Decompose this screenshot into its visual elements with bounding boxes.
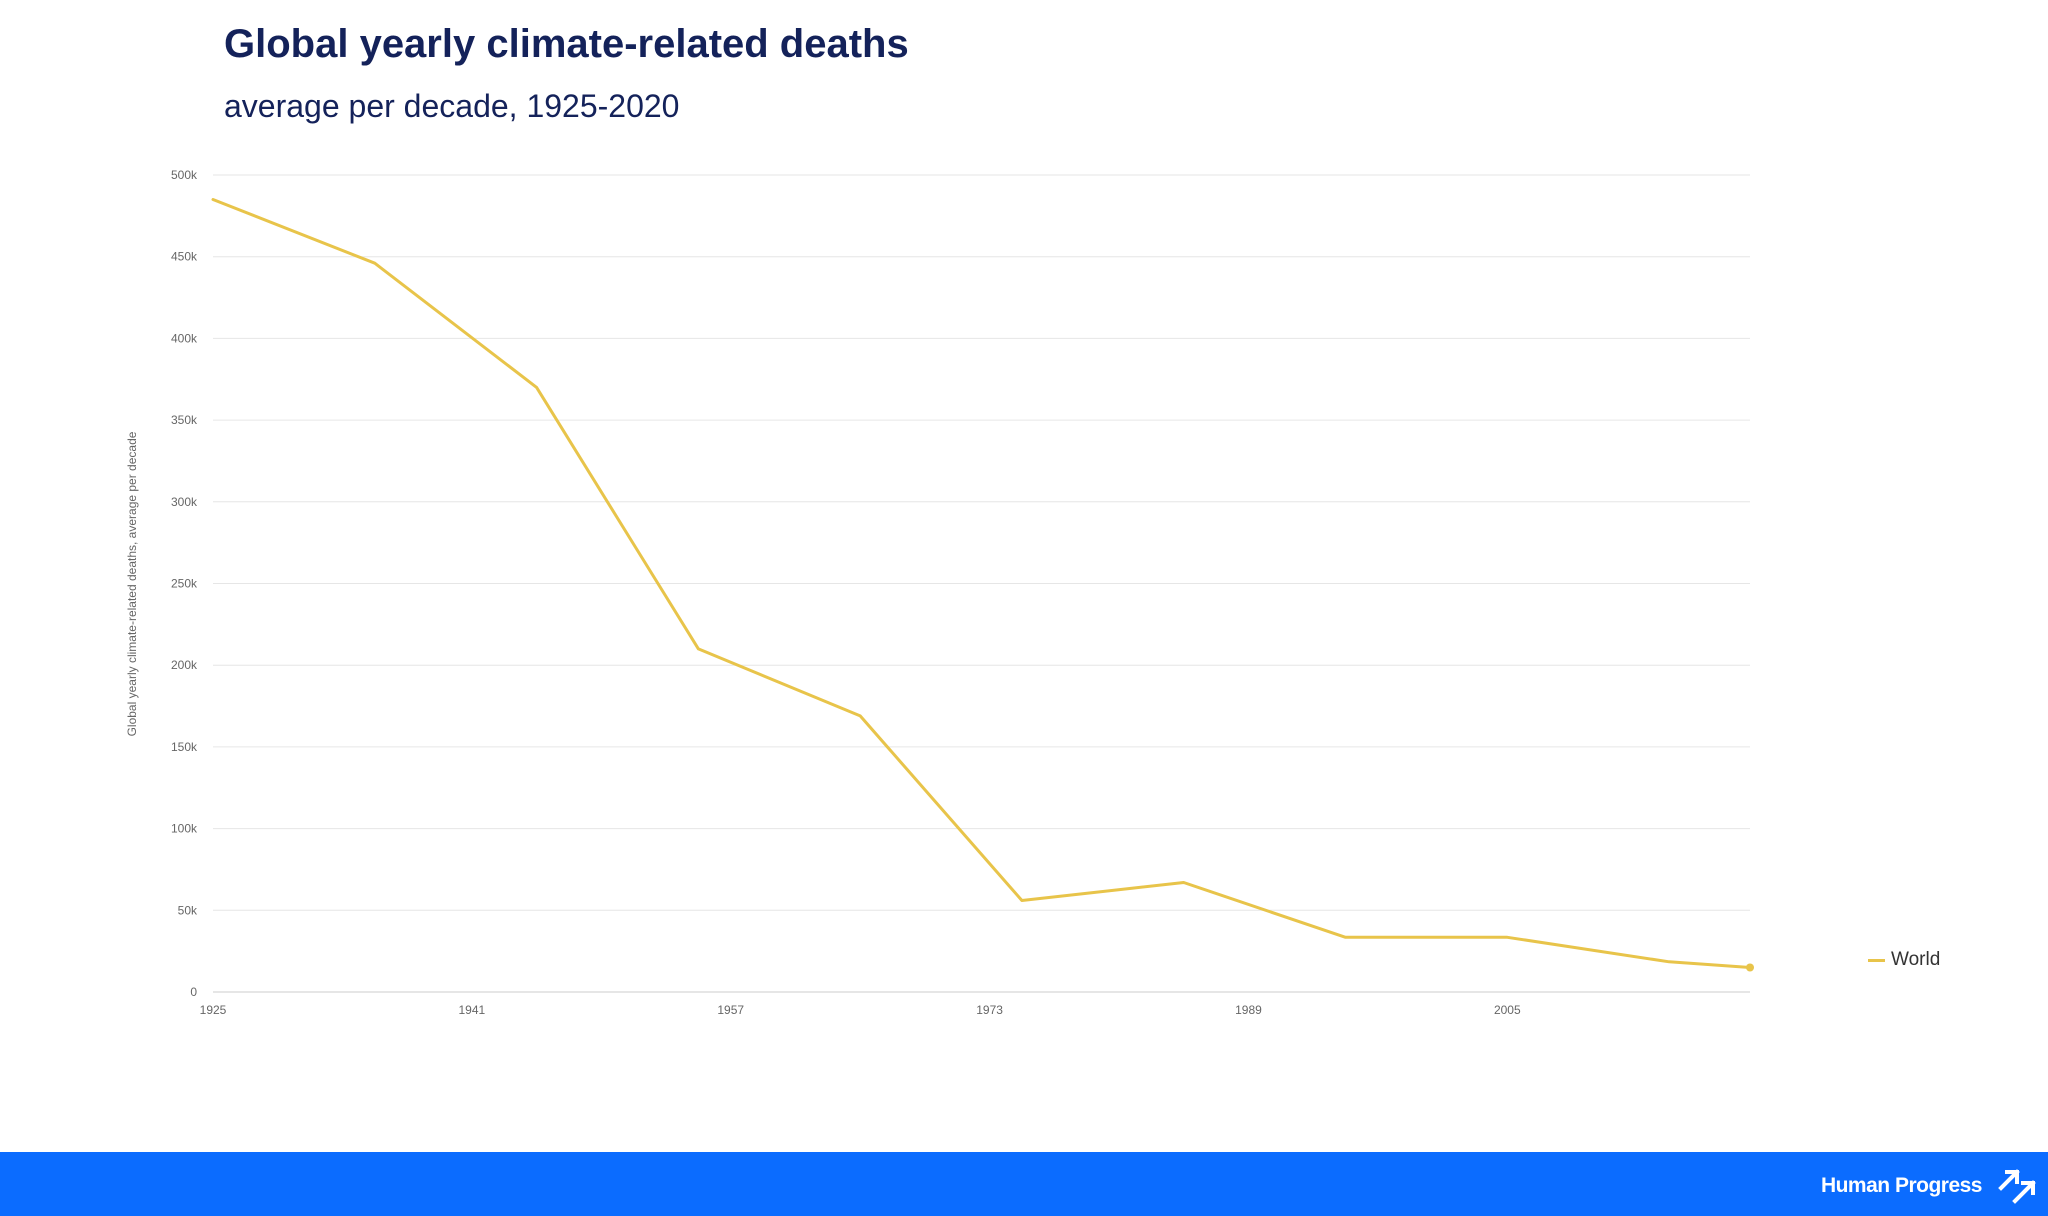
y-tick-label: 100k (171, 822, 198, 836)
human-progress-logo-icon (1998, 1169, 2036, 1204)
y-tick-label: 250k (171, 577, 198, 591)
y-tick-label: 50k (178, 903, 198, 917)
x-axis-ticks: 1925 1941 1957 1973 1989 2005 (200, 1003, 1521, 1017)
y-tick-label: 500k (171, 168, 198, 182)
series-line-world[interactable] (211, 198, 1752, 969)
legend-label: World (1891, 949, 1941, 970)
line-chart: 0 50k 100k 150k 200k 250k 300k 350k 400k 450k 500k… (125, 168, 1754, 1017)
y-tick-label: 200k (171, 658, 198, 672)
x-tick-label: 1973 (976, 1003, 1003, 1017)
series-layer (211, 198, 1754, 972)
legend-swatch (1868, 958, 1885, 962)
x-tick-label: 1989 (1235, 1003, 1262, 1017)
x-tick-label: 1925 (200, 1003, 227, 1017)
y-axis-label: Global yearly climate-related deaths, av… (125, 431, 139, 736)
x-tick-label: 1957 (717, 1003, 744, 1017)
brand[interactable]: Human Progress (1821, 1166, 2036, 1206)
y-tick-label: 350k (171, 413, 198, 427)
y-tick-label: 0 (190, 985, 197, 999)
y-axis-ticks: 0 50k 100k 150k 200k 250k 300k 350k 400k 450k 500k (171, 168, 198, 999)
y-tick-label: 400k (171, 331, 198, 345)
gridlines (213, 174, 1750, 993)
x-tick-label: 1941 (459, 1003, 486, 1017)
footer-bar: Human Progress (0, 1152, 2048, 1216)
y-tick-label: 150k (171, 740, 198, 754)
y-tick-label: 300k (171, 495, 198, 509)
chart-subtitle: average per decade, 1925-2020 (224, 88, 680, 124)
brand-name: Human Progress (1820, 1174, 1983, 1197)
x-tick-label: 2005 (1494, 1003, 1521, 1017)
chart-title: Global yearly climate-related deaths (224, 22, 909, 66)
legend-item-world[interactable]: World (1868, 946, 1940, 974)
series-end-point[interactable] (1746, 963, 1754, 972)
y-tick-label: 450k (171, 250, 198, 264)
